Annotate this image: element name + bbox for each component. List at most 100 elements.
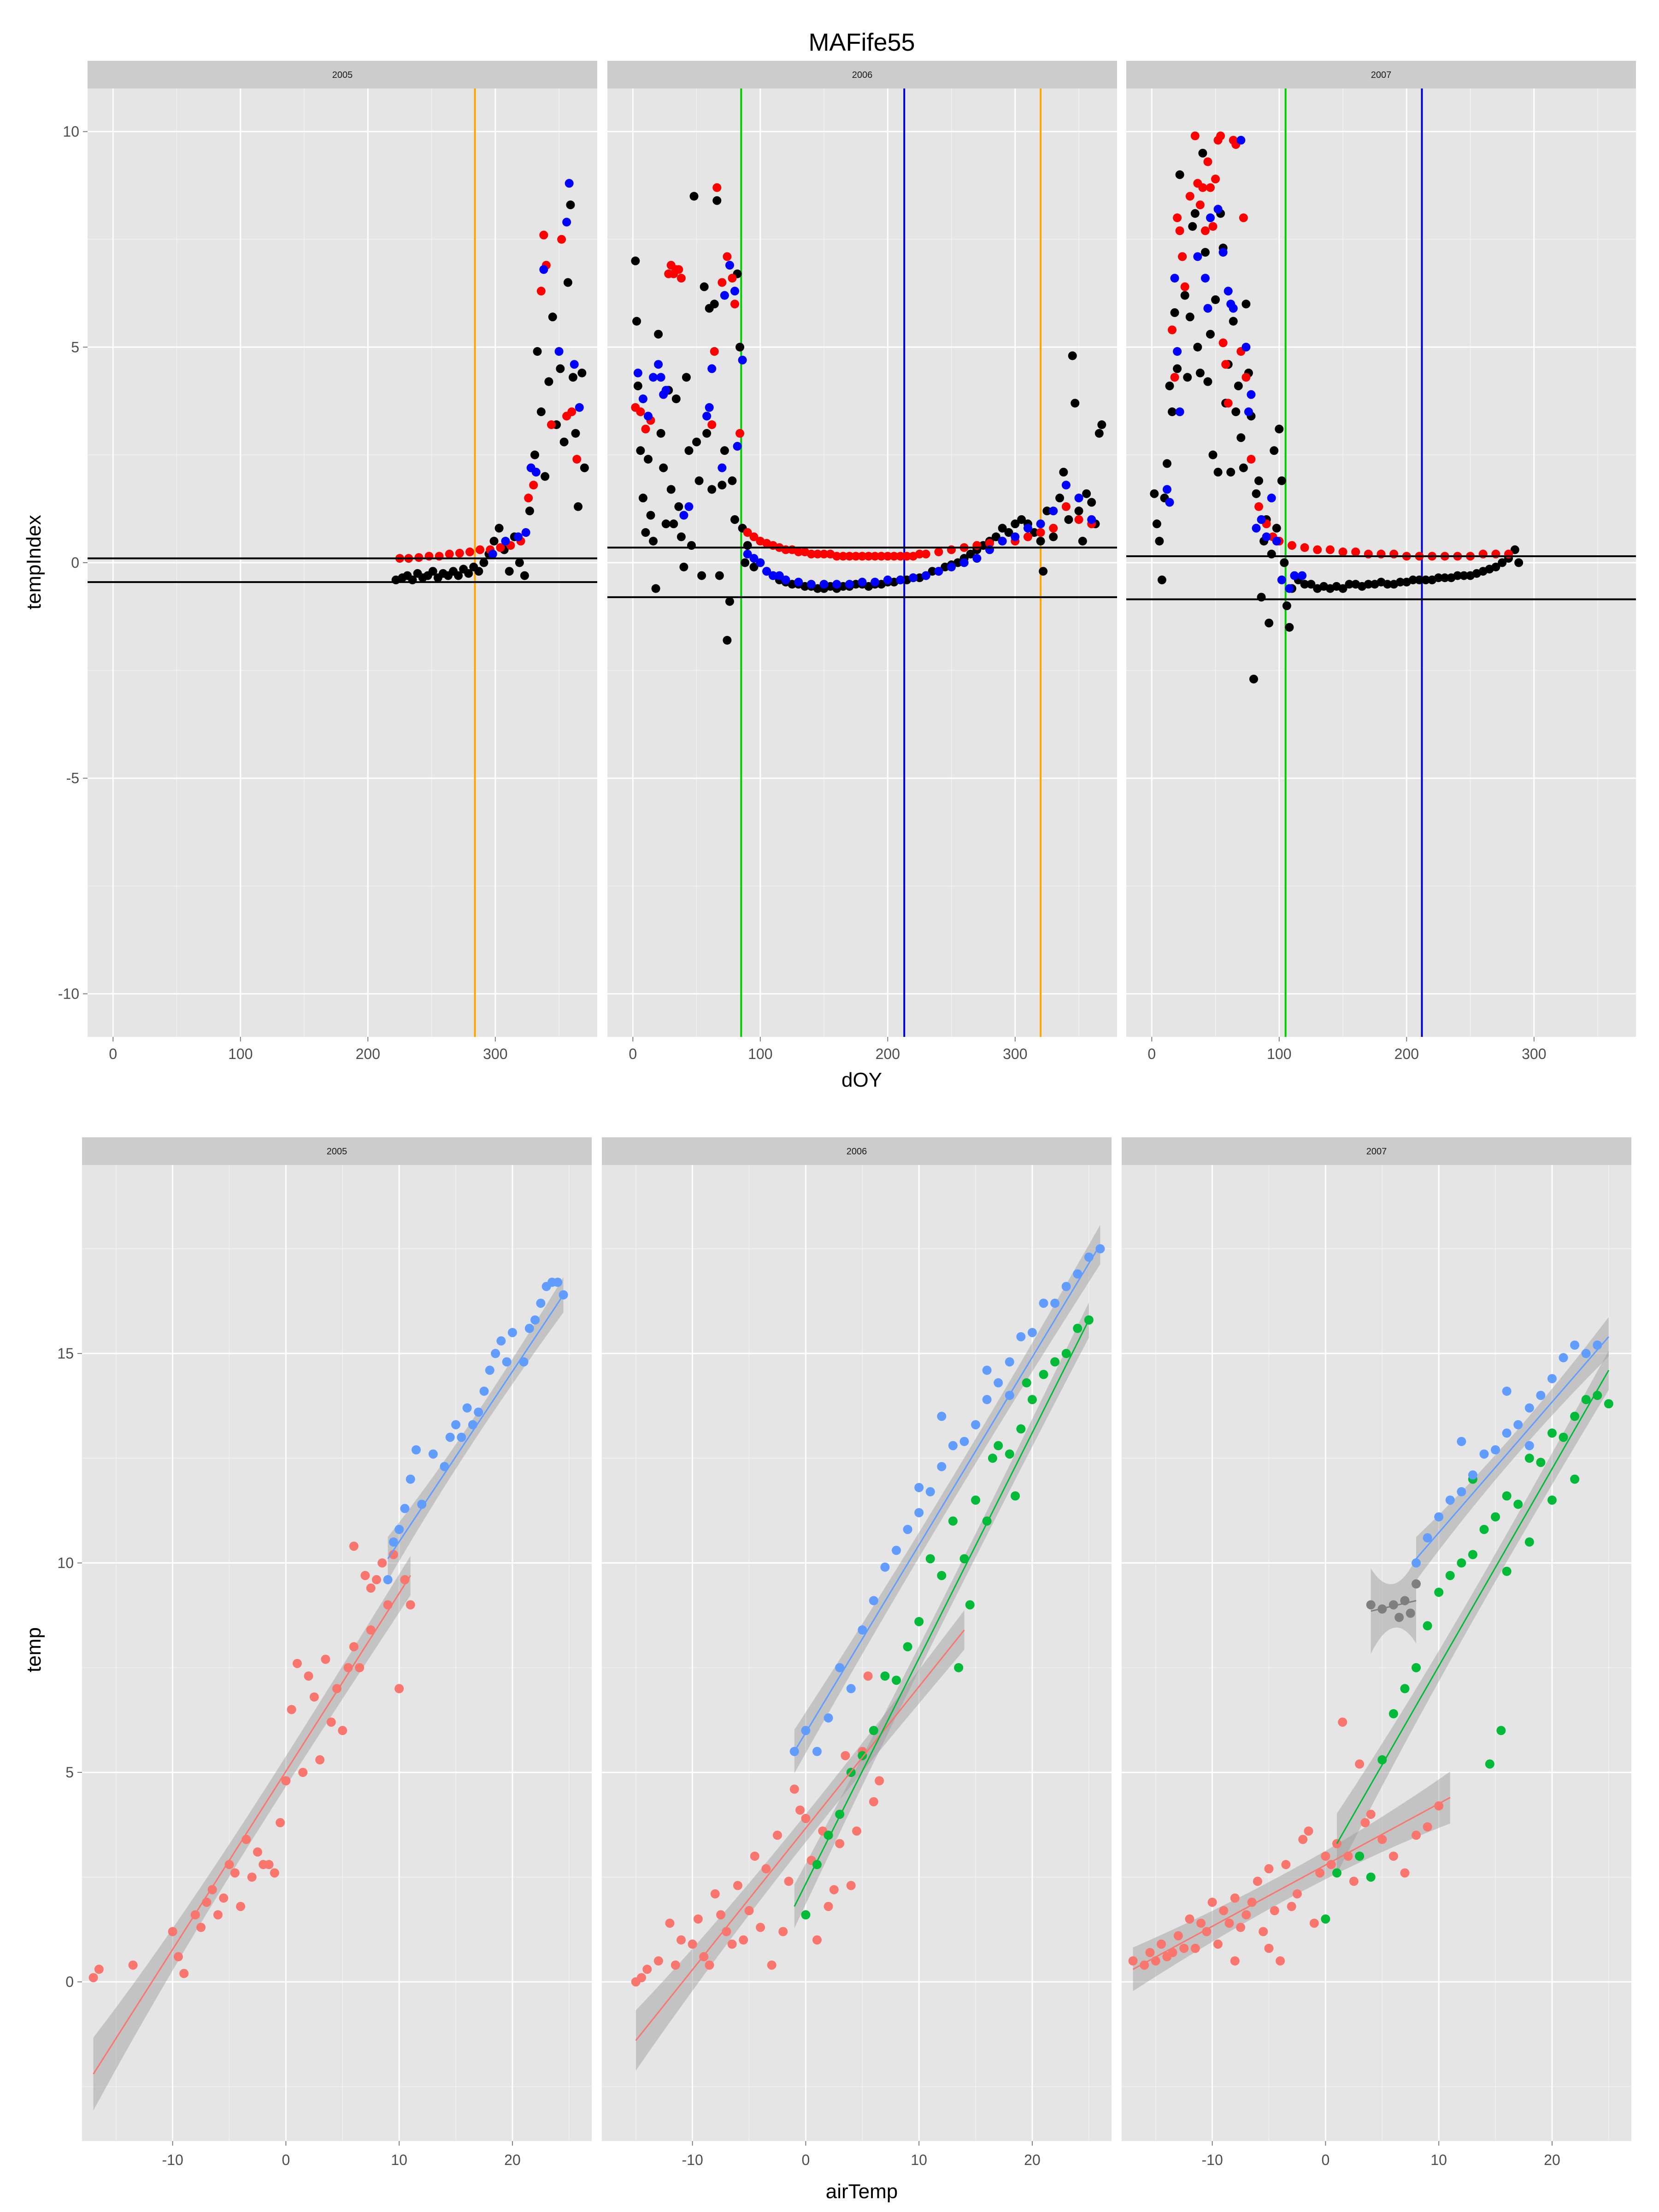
data-point-blue xyxy=(643,412,653,421)
x-tick-label: 20 xyxy=(504,2152,521,2168)
data-point-red xyxy=(465,547,474,557)
data-point-cold xyxy=(1128,1956,1138,1966)
data-point-black xyxy=(1265,618,1274,628)
panel-tempindex-2006: 2006 0 100 200 300 xyxy=(607,61,1117,1062)
data-point-red xyxy=(871,552,880,561)
data-point-blue xyxy=(485,1365,494,1375)
data-point-warm xyxy=(1581,1395,1591,1405)
data-point-black xyxy=(1203,377,1212,386)
data-point-blue xyxy=(947,562,956,571)
data-point-blue xyxy=(633,368,642,377)
data-point-warm xyxy=(1355,1851,1365,1861)
data-point-blue xyxy=(1272,536,1281,546)
data-point-grey xyxy=(1412,1579,1421,1589)
data-point-black xyxy=(649,536,658,546)
data-point-black xyxy=(1421,575,1430,584)
data-point-red xyxy=(1241,373,1251,382)
data-point-red xyxy=(794,547,803,557)
top-y-axis-title: tempIndex xyxy=(23,515,45,609)
data-point-blue xyxy=(937,1412,947,1421)
data-point-red xyxy=(1351,547,1360,557)
data-point-blue xyxy=(519,1357,529,1367)
data-point-black xyxy=(730,515,739,524)
data-point-black xyxy=(1213,468,1223,477)
data-point-warm xyxy=(892,1676,901,1685)
data-point-cold xyxy=(1190,1943,1200,1953)
data-point-black xyxy=(646,511,655,520)
data-point-warm xyxy=(1547,1428,1557,1438)
data-point-black xyxy=(454,571,463,580)
data-point-blue xyxy=(412,1445,421,1455)
data-point-black xyxy=(1200,247,1210,257)
data-point-blue xyxy=(565,179,574,188)
data-point-red xyxy=(636,407,645,417)
y-tick-label: 10 xyxy=(57,1555,74,1571)
data-point-red xyxy=(889,552,899,561)
data-point-red xyxy=(1206,183,1215,192)
data-point-red xyxy=(1325,545,1335,554)
data-point-black xyxy=(712,196,722,205)
fit-line-blue xyxy=(794,1244,1101,1752)
data-point-black xyxy=(1011,519,1020,529)
data-point-black xyxy=(1275,424,1284,434)
data-point-cold xyxy=(1219,1906,1229,1916)
data-point-black xyxy=(1175,170,1184,179)
data-point-red xyxy=(1170,373,1179,382)
data-point-warm xyxy=(1445,1571,1455,1580)
y-tick-label: 0 xyxy=(71,554,79,571)
data-point-red xyxy=(915,549,924,559)
data-point-black xyxy=(541,472,550,481)
data-point-warm xyxy=(1016,1424,1026,1434)
x-tick-label: 300 xyxy=(1003,1046,1027,1062)
data-point-blue xyxy=(1170,274,1179,283)
data-point-cold xyxy=(304,1671,313,1681)
facet-strip xyxy=(88,61,597,88)
data-point-warm xyxy=(988,1453,997,1463)
data-point-cold xyxy=(789,1784,799,1794)
plot-area xyxy=(607,88,1117,1037)
data-point-blue xyxy=(1434,1512,1444,1522)
data-point-black xyxy=(735,342,745,352)
data-point-black xyxy=(1277,476,1286,485)
data-point-cold xyxy=(355,1663,365,1672)
data-point-red xyxy=(1211,174,1220,183)
data-point-red xyxy=(749,532,759,541)
data-point-black xyxy=(684,446,694,455)
data-point-red xyxy=(985,539,994,548)
data-point-cold xyxy=(338,1726,347,1735)
data-point-red xyxy=(496,543,505,552)
data-point-warm xyxy=(1536,1458,1546,1467)
data-point-cold xyxy=(750,1851,759,1861)
data-point-cold xyxy=(388,1550,398,1559)
data-point-black xyxy=(1188,222,1197,231)
data-point-cold xyxy=(366,1583,376,1593)
data-point-blue xyxy=(909,573,918,582)
data-point-black xyxy=(813,584,822,593)
data-point-blue xyxy=(738,355,747,365)
data-point-red xyxy=(1338,547,1347,557)
data-point-cold xyxy=(829,1885,839,1894)
x-tick-label: 20 xyxy=(1544,2152,1560,2168)
data-point-cold xyxy=(1270,1906,1279,1916)
data-point-red xyxy=(902,552,912,561)
data-point-blue xyxy=(394,1524,404,1534)
data-point-cold xyxy=(1434,1801,1444,1811)
data-point-blue xyxy=(903,1524,912,1534)
data-point-warm xyxy=(1604,1399,1613,1409)
data-point-blue xyxy=(702,412,712,421)
data-point-black xyxy=(574,502,583,511)
data-point-blue xyxy=(1290,571,1299,580)
data-point-red xyxy=(707,420,717,429)
data-point-cold xyxy=(693,1914,703,1924)
data-point-warm xyxy=(1502,1566,1512,1576)
data-point-black xyxy=(559,437,569,447)
data-point-red xyxy=(1221,360,1230,369)
data-point-blue xyxy=(971,1420,981,1430)
data-point-cold xyxy=(287,1705,296,1714)
fit-line-warm xyxy=(1336,1370,1610,1844)
data-point-red xyxy=(476,545,485,554)
data-point-cold xyxy=(1349,1877,1359,1886)
data-point-black xyxy=(566,200,575,210)
data-point-blue xyxy=(524,1324,534,1333)
x-tick-label: 0 xyxy=(629,1046,637,1062)
